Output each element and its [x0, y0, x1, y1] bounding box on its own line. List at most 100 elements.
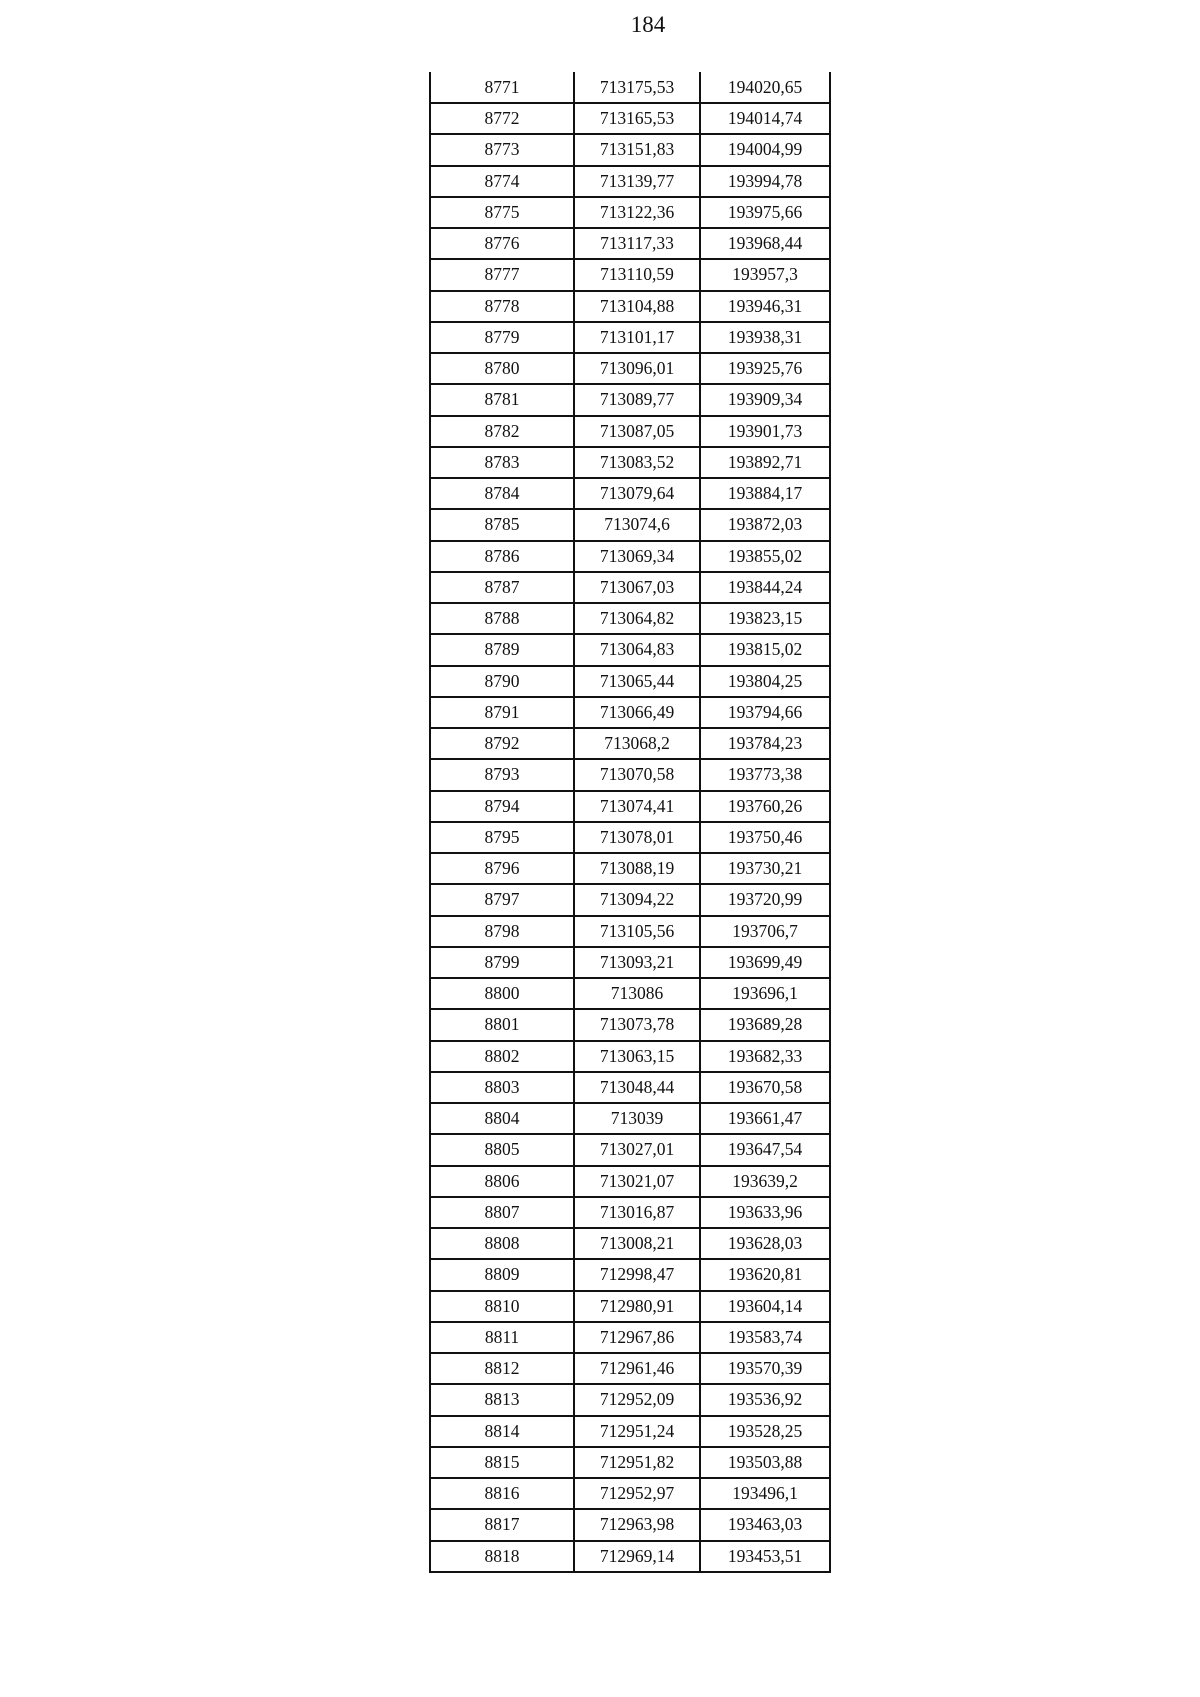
point-number-cell: 8794 [429, 789, 575, 823]
table-row: 8778 713104,88 193946,31 [429, 289, 831, 323]
table-row: 8784 713079,64 193884,17 [429, 476, 831, 511]
y-coordinate-cell: 193909,34 [699, 383, 831, 417]
point-number-cell: 8798 [429, 914, 575, 948]
table-row: 8810 712980,91 193604,14 [429, 1289, 831, 1323]
x-coordinate-cell: 713064,82 [573, 601, 701, 636]
point-number-cell: 8776 [429, 226, 575, 261]
table-row: 8790 713065,44 193804,25 [429, 664, 831, 698]
y-coordinate-cell: 193815,02 [699, 633, 831, 667]
table-row: 8806 713021,07 193639,2 [429, 1164, 831, 1198]
table-row: 8801 713073,78 193689,28 [429, 1008, 831, 1042]
x-coordinate-cell: 713139,77 [573, 164, 701, 198]
point-number-cell: 8799 [429, 945, 575, 980]
table-row: 8776 713117,33 193968,44 [429, 226, 831, 261]
point-number-cell: 8785 [429, 508, 575, 542]
point-number-cell: 8782 [429, 414, 575, 448]
point-number-cell: 8813 [429, 1383, 575, 1417]
table-row: 8807 713016,87 193633,96 [429, 1195, 831, 1230]
x-coordinate-cell: 713110,59 [573, 258, 701, 292]
point-number-cell: 8789 [429, 633, 575, 667]
x-coordinate-cell: 713175,53 [573, 72, 701, 104]
x-coordinate-cell: 713027,01 [573, 1133, 701, 1167]
point-number-cell: 8774 [429, 164, 575, 198]
y-coordinate-cell: 193670,58 [699, 1070, 831, 1105]
point-number-cell: 8810 [429, 1289, 575, 1323]
table-row: 8817 712963,98 193463,03 [429, 1508, 831, 1542]
x-coordinate-cell: 712951,82 [573, 1445, 701, 1480]
point-number-cell: 8779 [429, 320, 575, 355]
point-number-cell: 8790 [429, 664, 575, 698]
point-number-cell: 8801 [429, 1008, 575, 1042]
table-row: 8782 713087,05 193901,73 [429, 414, 831, 448]
y-coordinate-cell: 193496,1 [699, 1476, 831, 1511]
table-row: 8779 713101,17 193938,31 [429, 320, 831, 355]
point-number-cell: 8796 [429, 851, 575, 886]
y-coordinate-cell: 193682,33 [699, 1039, 831, 1073]
point-number-cell: 8803 [429, 1070, 575, 1105]
x-coordinate-cell: 713065,44 [573, 664, 701, 698]
y-coordinate-cell: 193463,03 [699, 1508, 831, 1542]
table-row: 8803 713048,44 193670,58 [429, 1070, 831, 1105]
x-coordinate-cell: 712963,98 [573, 1508, 701, 1542]
table-row: 8811 712967,86 193583,74 [429, 1320, 831, 1355]
table-row: 8815 712951,82 193503,88 [429, 1445, 831, 1480]
coordinates-table-body: 8771 713175,53 194020,65 8772 713165,53 19401… [429, 72, 831, 1573]
y-coordinate-cell: 193892,71 [699, 445, 831, 480]
point-number-cell: 8795 [429, 820, 575, 855]
point-number-cell: 8802 [429, 1039, 575, 1073]
x-coordinate-cell: 713079,64 [573, 476, 701, 511]
point-number-cell: 8804 [429, 1101, 575, 1136]
y-coordinate-cell: 193720,99 [699, 883, 831, 917]
y-coordinate-cell: 193760,26 [699, 789, 831, 823]
point-number-cell: 8775 [429, 195, 575, 230]
table-row: 8792 713068,2 193784,23 [429, 726, 831, 761]
coordinates-table: 8771 713175,53 194020,65 8772 713165,53 19401… [429, 72, 831, 1573]
table-row: 8805 713027,01 193647,54 [429, 1133, 831, 1167]
point-number-cell: 8780 [429, 351, 575, 386]
y-coordinate-cell: 193647,54 [699, 1133, 831, 1167]
x-coordinate-cell: 713086 [573, 976, 701, 1011]
table-row: 8797 713094,22 193720,99 [429, 883, 831, 917]
point-number-cell: 8797 [429, 883, 575, 917]
y-coordinate-cell: 193661,47 [699, 1101, 831, 1136]
table-row: 8789 713064,83 193815,02 [429, 633, 831, 667]
x-coordinate-cell: 713069,34 [573, 539, 701, 573]
x-coordinate-cell: 713122,36 [573, 195, 701, 230]
table-row: 8783 713083,52 193892,71 [429, 445, 831, 480]
table-row: 8802 713063,15 193682,33 [429, 1039, 831, 1073]
point-number-cell: 8791 [429, 695, 575, 730]
table-row: 8804 713039 193661,47 [429, 1101, 831, 1136]
y-coordinate-cell: 193855,02 [699, 539, 831, 573]
y-coordinate-cell: 193453,51 [699, 1539, 831, 1573]
y-coordinate-cell: 193784,23 [699, 726, 831, 761]
x-coordinate-cell: 713039 [573, 1101, 701, 1136]
table-row: 8818 712969,14 193453,51 [429, 1539, 831, 1573]
point-number-cell: 8815 [429, 1445, 575, 1480]
point-number-cell: 8817 [429, 1508, 575, 1542]
x-coordinate-cell: 713067,03 [573, 570, 701, 605]
x-coordinate-cell: 713096,01 [573, 351, 701, 386]
point-number-cell: 8807 [429, 1195, 575, 1230]
x-coordinate-cell: 712998,47 [573, 1258, 701, 1292]
y-coordinate-cell: 193628,03 [699, 1226, 831, 1261]
point-number-cell: 8777 [429, 258, 575, 292]
x-coordinate-cell: 713151,83 [573, 133, 701, 167]
y-coordinate-cell: 193604,14 [699, 1289, 831, 1323]
y-coordinate-cell: 193583,74 [699, 1320, 831, 1355]
y-coordinate-cell: 194014,74 [699, 101, 831, 136]
y-coordinate-cell: 193750,46 [699, 820, 831, 855]
x-coordinate-cell: 713064,83 [573, 633, 701, 667]
y-coordinate-cell: 193696,1 [699, 976, 831, 1011]
x-coordinate-cell: 713094,22 [573, 883, 701, 917]
x-coordinate-cell: 713070,58 [573, 758, 701, 792]
point-number-cell: 8800 [429, 976, 575, 1011]
y-coordinate-cell: 193901,73 [699, 414, 831, 448]
x-coordinate-cell: 713016,87 [573, 1195, 701, 1230]
table-row: 8796 713088,19 193730,21 [429, 851, 831, 886]
table-row: 8775 713122,36 193975,66 [429, 195, 831, 230]
point-number-cell: 8788 [429, 601, 575, 636]
table-row: 8791 713066,49 193794,66 [429, 695, 831, 730]
y-coordinate-cell: 193706,7 [699, 914, 831, 948]
y-coordinate-cell: 193925,76 [699, 351, 831, 386]
point-number-cell: 8793 [429, 758, 575, 792]
